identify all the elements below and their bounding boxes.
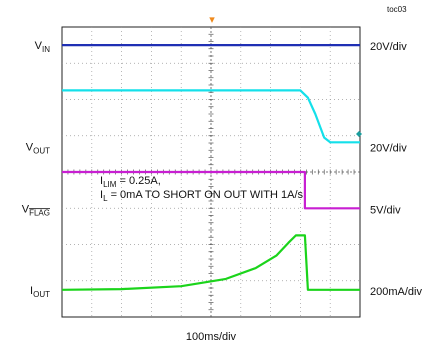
timebase-label: 100ms/div xyxy=(186,331,237,343)
channel-label-vflag: VFLAG xyxy=(22,203,50,217)
annotation-line: ILIM = 0.25A, xyxy=(100,175,161,189)
trace-vout xyxy=(62,89,360,144)
channel-labels: VIN VOUT VFLAG IOUT xyxy=(22,40,50,299)
scale-label-vin: 20V/div xyxy=(370,41,407,53)
scale-label-iout: 200mA/div xyxy=(370,286,422,298)
scale-label-vout: 20V/div xyxy=(370,143,407,155)
figure-id: toc03 xyxy=(387,5,407,14)
channel-label-vout: VOUT xyxy=(26,142,50,156)
ground-marker-icon xyxy=(356,130,362,137)
channel-label-iout: IOUT xyxy=(30,285,50,299)
channel-label-vin: VIN xyxy=(35,40,51,54)
trace-vflag xyxy=(62,170,360,210)
annotation-line: IL = 0mA TO SHORT ON OUT WITH 1A/s xyxy=(100,189,304,203)
annotations: ILIM = 0.25A,IL = 0mA TO SHORT ON OUT WI… xyxy=(100,175,304,203)
channel-scales: 20V/div 20V/div 5V/div 200mA/div xyxy=(370,41,422,298)
scale-label-vflag: 5V/div xyxy=(370,204,401,216)
traces xyxy=(61,43,362,291)
trace-iout xyxy=(61,234,360,291)
trigger-marker-icon: ▾ xyxy=(209,14,215,26)
